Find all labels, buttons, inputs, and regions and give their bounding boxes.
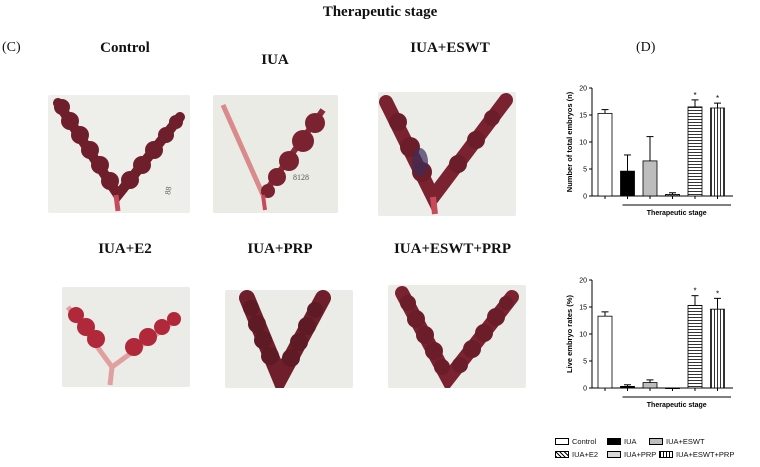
image-label-iua-e2: IUA+E2 — [98, 241, 152, 257]
uterus-photo-iua-prp — [225, 290, 353, 388]
chart-live-embryo-rates: 0 5 10 15 20 Live embryo rates (%) * * Therapeut… — [560, 262, 760, 412]
y-tick-label: 10 — [579, 332, 587, 339]
y-tick-label: 5 — [583, 167, 587, 174]
legend-swatch-iua-eswt-prp — [659, 451, 673, 458]
bar — [687, 304, 703, 389]
svg-text:88: 88 — [163, 186, 173, 195]
uterus-photo-iua-e2 — [62, 287, 190, 387]
legend-label: IUA — [624, 437, 637, 446]
legend-swatch-iua-prp — [607, 451, 621, 458]
figure-title: Therapeutic stage — [322, 4, 438, 20]
y-tick-label: 15 — [579, 113, 587, 120]
bar — [710, 107, 725, 197]
legend-item-iua: IUA — [607, 437, 637, 446]
panel-c-label: (C) — [2, 40, 21, 55]
legend-swatch-iua-eswt — [649, 438, 663, 445]
legend-label: IUA+ESWT — [666, 437, 705, 446]
y-axis-label: Live embryo rates (%) — [565, 295, 574, 373]
bar — [665, 193, 680, 197]
bar — [710, 308, 725, 389]
y-axis-label: Number of total embryos (n) — [565, 91, 574, 192]
legend-item-control: Control — [555, 437, 596, 446]
bar — [687, 106, 703, 197]
uterus-photo-iua-eswt-prp — [388, 285, 526, 388]
uterus-photo-iua-eswt — [378, 92, 516, 216]
y-tick-label: 15 — [579, 305, 587, 312]
bar — [597, 112, 613, 197]
legend-item-iua-e2: IUA+E2 — [555, 450, 598, 459]
image-label-iua: IUA — [261, 52, 289, 68]
bar — [597, 315, 613, 389]
legend-item-iua-eswt: IUA+ESWT — [649, 437, 705, 446]
y-tick-label: 20 — [579, 86, 587, 93]
bar — [642, 382, 658, 389]
image-label-iua-prp: IUA+PRP — [247, 241, 313, 257]
legend-item-iua-eswt-prp: IUA+ESWT+PRP — [659, 450, 734, 459]
uterus-photo-control: 88 — [48, 95, 190, 213]
image-label-iua-eswt-prp: IUA+ESWT+PRP — [393, 241, 512, 257]
group-bracket-label: Therapeutic stage — [647, 402, 707, 409]
y-tick-label: 10 — [579, 140, 587, 147]
bar — [620, 170, 635, 197]
legend-swatch-iua — [607, 438, 621, 445]
legend-label: IUA+E2 — [572, 450, 599, 459]
uterus-photo-iua: 8128 — [213, 95, 338, 213]
legend-label: IUA+ESWT+PRP — [676, 450, 735, 459]
legend-label: IUA+PRP — [624, 450, 657, 459]
significance-marker: * — [693, 287, 696, 296]
y-tick-label: 5 — [583, 359, 587, 366]
significance-marker: * — [716, 94, 719, 103]
y-tick-label: 0 — [583, 194, 587, 201]
bar — [642, 160, 658, 197]
legend-item-iua-prp: IUA+PRP — [607, 450, 656, 459]
group-bracket-label: Therapeutic stage — [647, 210, 707, 217]
chart-legend: Control IUA IUA+ESWT IUA+E2 IUA+PRP IUA+… — [555, 437, 760, 465]
svg-text:8128: 8128 — [293, 173, 309, 182]
chart-total-embryos: 0 5 10 15 20 Number of total embryos (n) * * The… — [560, 70, 760, 220]
y-tick-label: 0 — [583, 386, 587, 393]
image-label-iua-eswt: IUA+ESWT — [410, 40, 490, 56]
legend-swatch-iua-e2 — [555, 451, 569, 458]
legend-swatch-control — [555, 438, 569, 445]
significance-marker: * — [693, 91, 696, 100]
legend-label: Control — [572, 437, 597, 446]
image-label-control: Control — [100, 40, 150, 56]
significance-marker: * — [716, 289, 719, 298]
panel-d-label: (D) — [636, 40, 656, 55]
bar — [620, 385, 635, 389]
y-tick-label: 20 — [579, 278, 587, 285]
